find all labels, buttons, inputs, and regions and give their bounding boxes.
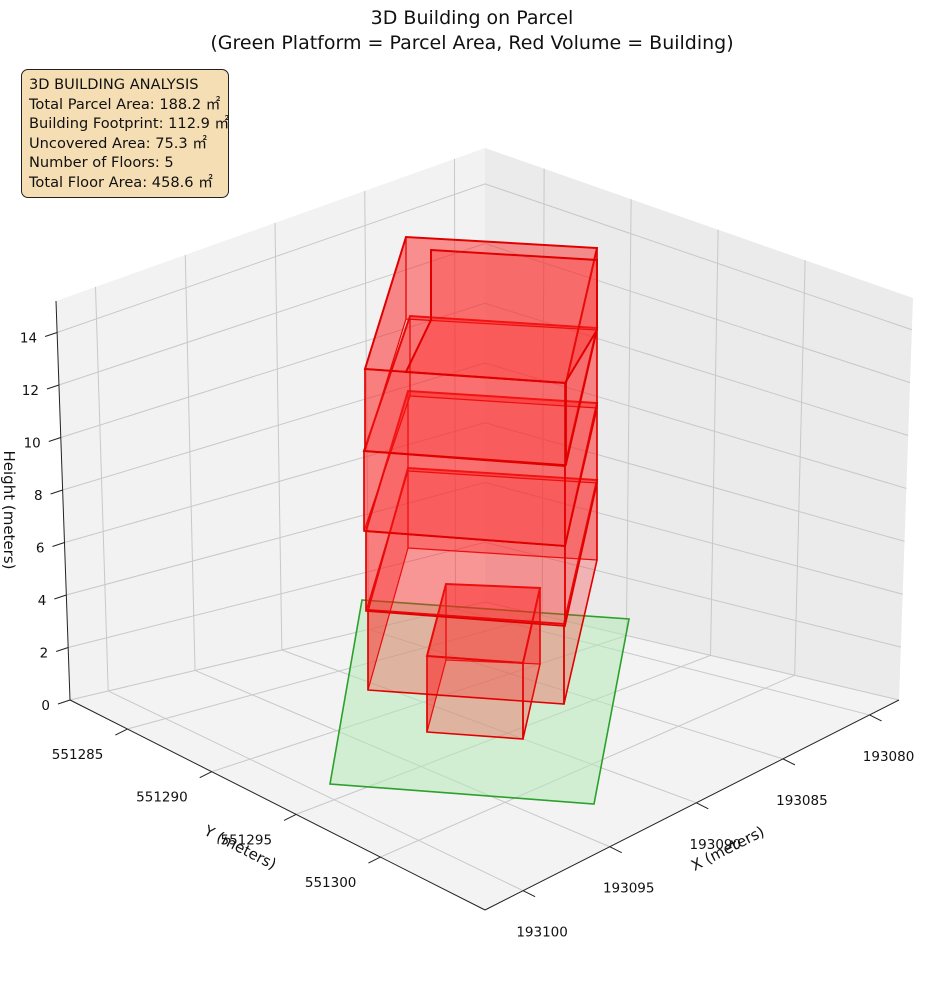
x-tick — [609, 846, 622, 854]
z-tick-label: 0 — [41, 698, 50, 714]
z-tick-label: 8 — [34, 488, 43, 504]
tick-labels: 0 2 4 6 8 10 12 14 193080 193085 193090 193095 19310… — [20, 331, 914, 941]
z-gridline — [58, 243, 911, 386]
y-tick-label: 551285 — [52, 747, 104, 763]
z-gridline — [69, 601, 900, 701]
info-heading: 3D BUILDING ANALYSIS — [29, 76, 199, 93]
chart-subtitle: (Green Platform = Parcel Area, Red Volum… — [210, 32, 734, 54]
building-floor — [362, 314, 599, 547]
floor-front-face — [364, 368, 567, 466]
y-tick — [368, 856, 381, 864]
pane-left-wall — [56, 148, 485, 700]
x-tick-label: 193085 — [776, 793, 828, 809]
building-floor — [364, 389, 599, 627]
z-gridline — [62, 362, 907, 491]
z-tick — [44, 332, 58, 337]
z-tick — [46, 384, 60, 390]
z-tick — [48, 437, 61, 442]
x-tick — [522, 890, 536, 898]
x-tick-label: 193090 — [690, 837, 742, 853]
x-tick — [696, 802, 709, 810]
y-tick-label: 551295 — [221, 832, 273, 848]
z-tick-label: 12 — [22, 383, 39, 399]
info-floor-area: Total Floor Area: 458.6 ㎡ — [29, 173, 213, 191]
z-tick — [57, 699, 71, 705]
z-tick — [55, 647, 69, 652]
z-tick-label: 6 — [36, 541, 45, 557]
pane-right-wall — [485, 148, 913, 700]
floor-front-face — [365, 530, 566, 627]
z-gridline — [60, 302, 909, 438]
x-tick — [869, 714, 882, 722]
analysis-info-box: 3D BUILDING ANALYSIS Total Parcel Area: … — [21, 69, 229, 198]
x-tick-label: 193100 — [516, 925, 568, 941]
x-tick — [782, 758, 796, 766]
floor-top-face — [425, 582, 542, 665]
z-tick-label: 2 — [40, 646, 49, 662]
floor-front-face — [363, 450, 566, 547]
z-tick-label: 14 — [20, 331, 37, 347]
x-tick-label: 193095 — [603, 881, 655, 897]
y-tick — [115, 728, 128, 736]
x-gridline — [94, 286, 524, 892]
building-floor — [363, 235, 599, 466]
y-axis-line — [69, 699, 486, 911]
upper-block-face — [404, 248, 598, 385]
x-axis-line — [484, 699, 900, 911]
z-axis-label: Height (meters) — [0, 451, 18, 570]
y-tick-label: 551290 — [136, 790, 188, 806]
building-upper-block — [404, 248, 598, 465]
info-footprint: Building Footprint: 112.9 ㎡ — [29, 115, 230, 133]
info-parcel-area: Total Parcel Area: 188.2 ㎡ — [29, 95, 221, 113]
z-tick-label: 4 — [38, 593, 47, 609]
building-floor — [366, 466, 599, 705]
x-tick-label: 193080 — [863, 749, 915, 765]
chart-title: 3D Building on Parcel — [370, 7, 574, 29]
y-tick — [283, 813, 297, 821]
z-gridline — [56, 183, 913, 333]
z-gridline — [66, 482, 903, 596]
info-uncovered: Uncovered Area: 75.3 ㎡ — [29, 134, 207, 152]
info-floors: Number of Floors: 5 — [29, 154, 174, 172]
z-tick-label: 10 — [24, 436, 41, 452]
z-tick — [54, 594, 67, 600]
z-gridline — [64, 422, 905, 543]
axes — [44, 300, 900, 911]
upper-block-edge — [405, 250, 432, 373]
z-axis-line — [55, 300, 71, 701]
building-volume — [362, 235, 599, 740]
y-tick — [199, 771, 212, 779]
z-tick — [52, 542, 65, 547]
y-tick-label: 551300 — [305, 875, 357, 891]
z-tick — [50, 489, 63, 495]
z-gridline — [68, 541, 901, 648]
